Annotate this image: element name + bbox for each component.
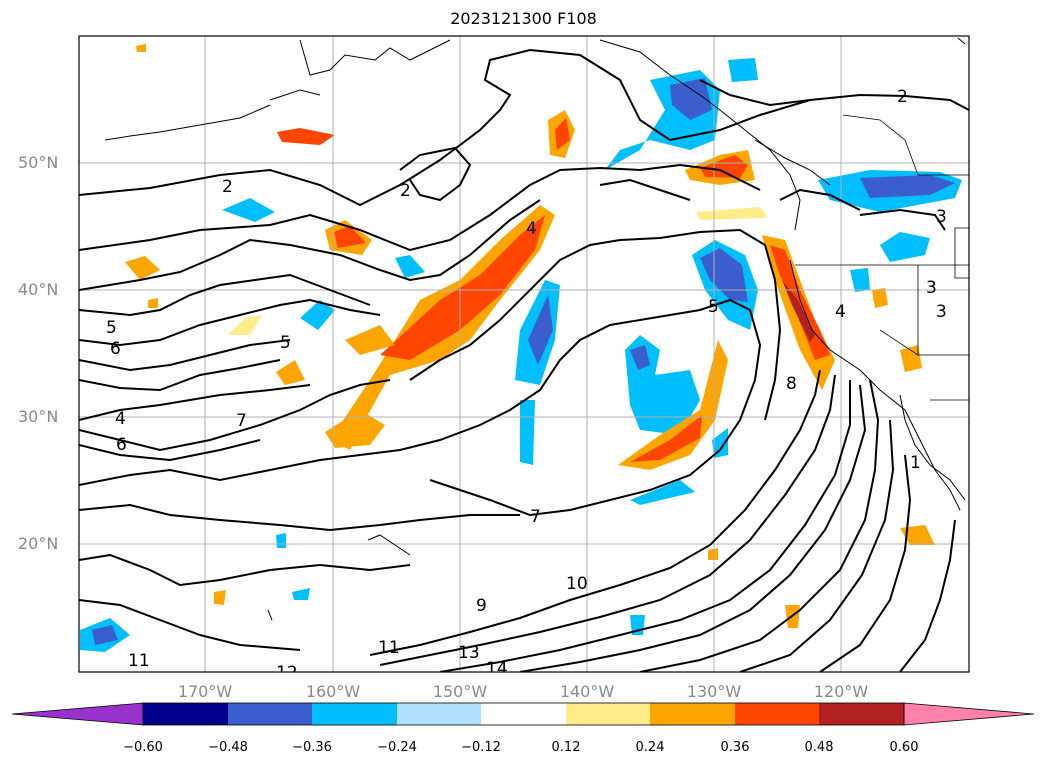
colorbar-tick: −0.36 xyxy=(292,740,332,755)
lon-label-140w: 140°W xyxy=(559,682,615,701)
contour-label: 9 xyxy=(476,596,487,616)
contour-label: 6 xyxy=(116,435,127,455)
contour-label: 3 xyxy=(926,278,937,298)
colorbar-tick: −0.24 xyxy=(377,740,417,755)
contour-label: 4 xyxy=(526,219,537,239)
contour-label: 11 xyxy=(128,651,150,671)
contour-label: 14 xyxy=(486,659,508,679)
shaded-anomalies xyxy=(80,44,962,652)
colorbar-tick: 0.60 xyxy=(889,740,919,755)
contour-label: 7 xyxy=(236,411,247,431)
colorbar-bin xyxy=(650,703,735,725)
contour-label: 2 xyxy=(400,181,411,201)
contour-label: 6 xyxy=(110,339,121,359)
colorbar-bin xyxy=(143,703,228,725)
colorbar-bin xyxy=(228,703,312,725)
lat-label-30n: 30°N xyxy=(18,407,59,426)
colorbar-tick: −0.60 xyxy=(123,740,163,755)
lat-label-40n: 40°N xyxy=(18,280,59,299)
contour-label: 13 xyxy=(458,643,480,663)
lon-label-170w: 170°W xyxy=(177,682,233,701)
lon-label-130w: 130°W xyxy=(686,682,742,701)
lon-label-160w: 160°W xyxy=(305,682,361,701)
contour-lines xyxy=(79,48,969,672)
contour-label: 7 xyxy=(530,507,541,527)
colorbar-tick: 0.24 xyxy=(635,740,665,755)
lat-label-50n: 50°N xyxy=(18,153,59,172)
coastlines xyxy=(104,37,966,621)
contour-label-layer: 2 2 2 3 3 3 4 4 4 5 5 5 6 6 7 7 8 9 10 1… xyxy=(106,87,947,683)
colorbar-under xyxy=(11,702,144,726)
contour-label: 12 xyxy=(276,663,298,683)
colorbar-bin xyxy=(312,703,397,725)
colorbar-tick: 0.12 xyxy=(551,740,581,755)
colorbar-bin xyxy=(819,703,904,725)
colorbar-tick: 0.36 xyxy=(720,740,750,755)
colorbar-bin xyxy=(481,703,566,725)
colorbar-tick: −0.48 xyxy=(208,740,248,755)
colorbar-bin xyxy=(397,703,481,725)
colorbar-bin xyxy=(735,703,819,725)
contour-label: 11 xyxy=(378,638,400,658)
political-borders xyxy=(795,114,969,401)
colorbar-tick: −0.12 xyxy=(461,740,501,755)
contour-label: 4 xyxy=(115,409,126,429)
colorbar-tick: 0.48 xyxy=(804,740,834,755)
colorbar-bin xyxy=(566,703,650,725)
lon-label-150w: 150°W xyxy=(432,682,488,701)
colorbar-over xyxy=(903,702,1035,726)
contour-label: 8 xyxy=(786,374,797,394)
contour-label: 4 xyxy=(835,302,846,322)
lat-label-20n: 20°N xyxy=(18,534,59,553)
contour-label: 1 xyxy=(910,453,921,473)
contour-label: 3 xyxy=(936,207,947,227)
contour-label: 5 xyxy=(106,318,117,338)
contour-label: 10 xyxy=(566,574,588,594)
map-title: 2023121300 F108 xyxy=(450,9,597,28)
contour-label: 2 xyxy=(222,177,233,197)
graticule xyxy=(79,36,969,672)
contour-label: 2 xyxy=(897,87,908,107)
contour-label: 3 xyxy=(936,302,947,322)
colorbar xyxy=(11,702,1035,726)
contour-label: 5 xyxy=(280,333,291,353)
contour-label: 5 xyxy=(708,297,719,317)
lon-label-120w: 120°W xyxy=(813,682,869,701)
